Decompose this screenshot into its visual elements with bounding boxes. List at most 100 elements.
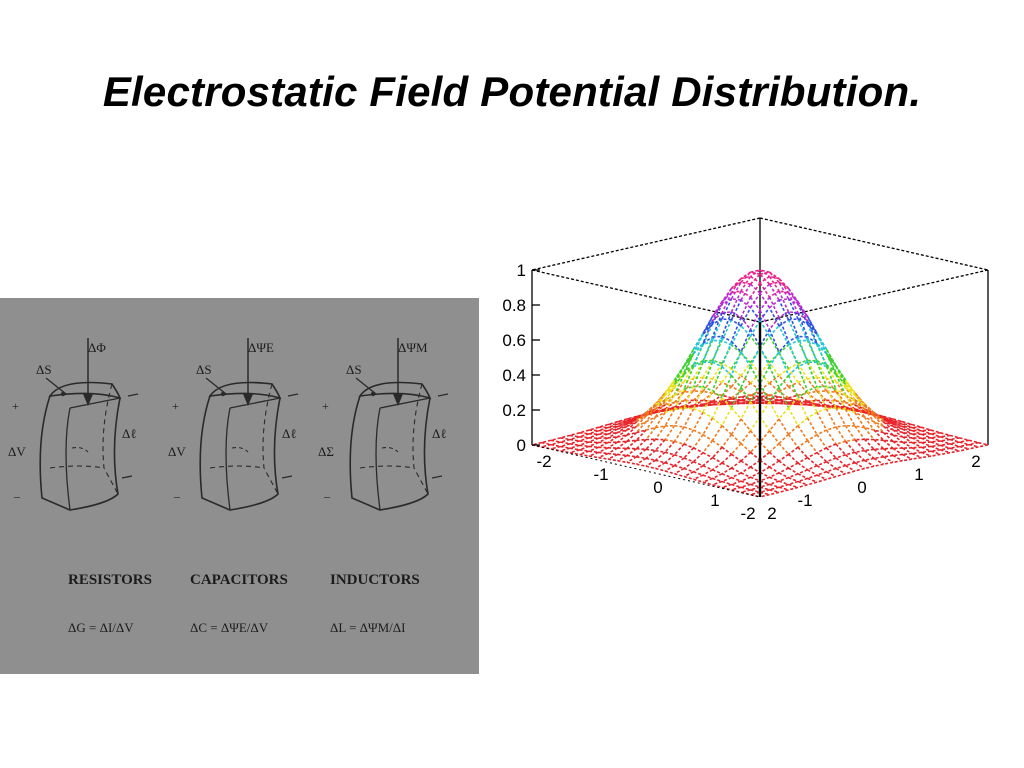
surface-segment bbox=[949, 441, 960, 445]
surface-segment bbox=[902, 453, 913, 460]
surface-segment bbox=[749, 335, 761, 350]
surface-segment bbox=[740, 335, 752, 354]
surface-segment bbox=[778, 290, 789, 294]
surface-segment bbox=[617, 440, 628, 443]
surface-segment bbox=[579, 449, 590, 452]
surface-segment bbox=[769, 399, 780, 403]
surface-segment bbox=[778, 299, 790, 321]
surface-segment bbox=[702, 464, 713, 471]
surface-segment bbox=[749, 307, 761, 321]
surface-segment bbox=[892, 425, 903, 434]
flux-arrowhead bbox=[393, 394, 403, 406]
surface-segment bbox=[683, 447, 695, 459]
surface-segment bbox=[911, 441, 922, 449]
surface-segment bbox=[816, 434, 828, 449]
surface-segment bbox=[902, 458, 913, 462]
surface-segment bbox=[902, 425, 913, 432]
surface-segment bbox=[730, 407, 742, 420]
surface-segment bbox=[645, 426, 656, 431]
surface-segment bbox=[883, 439, 894, 443]
surface-segment bbox=[617, 423, 628, 428]
surface-segment bbox=[664, 379, 676, 396]
surface-segment bbox=[797, 301, 809, 322]
surface-segment bbox=[759, 491, 770, 496]
cell-hidden-edge bbox=[412, 383, 429, 495]
surface-segment bbox=[759, 451, 771, 461]
surface-segment bbox=[930, 441, 941, 447]
surface-segment bbox=[835, 440, 846, 445]
surface-segment bbox=[636, 438, 647, 442]
surface-segment bbox=[769, 489, 780, 494]
surface-segment bbox=[759, 372, 771, 384]
surface-segment bbox=[788, 362, 799, 370]
minus-sign: – bbox=[173, 489, 181, 503]
element-formula-2: ΔL = ΔΨM/ΔI bbox=[330, 620, 405, 635]
surface-segment bbox=[550, 441, 561, 446]
surface-segment bbox=[711, 312, 723, 322]
surface-segment bbox=[664, 451, 675, 456]
surface-segment bbox=[778, 418, 790, 435]
surface-segment bbox=[683, 461, 694, 470]
surface-segment bbox=[607, 441, 618, 449]
surface-segment bbox=[750, 466, 761, 474]
surface-segment bbox=[759, 392, 770, 396]
surface-segment bbox=[683, 429, 695, 445]
surface-segment bbox=[654, 425, 666, 440]
surface-segment bbox=[702, 399, 713, 403]
surface-segment bbox=[778, 486, 789, 491]
surface-segment bbox=[674, 464, 685, 470]
surface-segment bbox=[845, 464, 856, 472]
surface-segment bbox=[683, 366, 695, 390]
surface-segment bbox=[731, 396, 742, 400]
surface-segment bbox=[702, 417, 714, 436]
surface-segment bbox=[854, 411, 865, 418]
surface-segment bbox=[674, 472, 685, 478]
surface-segment bbox=[788, 398, 799, 402]
surface-segment bbox=[655, 408, 666, 413]
surface-segment bbox=[721, 467, 732, 475]
surface-segment bbox=[930, 433, 941, 438]
surface-segment bbox=[864, 465, 875, 470]
surface-segment bbox=[797, 318, 809, 341]
surface-segment bbox=[825, 386, 837, 409]
surface-segment bbox=[797, 397, 809, 419]
surface-segment bbox=[721, 433, 733, 448]
surface-segment bbox=[730, 387, 742, 409]
surface-segment bbox=[721, 397, 732, 404]
surface-segment bbox=[911, 426, 922, 432]
surface-segment bbox=[778, 407, 790, 420]
surface-segment bbox=[863, 408, 875, 423]
surface-segment bbox=[778, 442, 790, 455]
surface-segment bbox=[749, 292, 761, 309]
surface-segment bbox=[740, 307, 752, 327]
surface-segment bbox=[892, 429, 903, 434]
surface-segment bbox=[787, 298, 799, 320]
surface-segment bbox=[759, 395, 770, 401]
surface-segment bbox=[768, 283, 780, 301]
surface-segment bbox=[778, 433, 790, 445]
surface-segment bbox=[749, 451, 761, 461]
surface-segment bbox=[807, 434, 818, 442]
surface-segment bbox=[921, 446, 932, 452]
surface-segment bbox=[664, 406, 675, 410]
surface-segment bbox=[940, 434, 951, 438]
surface-segment bbox=[560, 447, 571, 452]
surface-segment bbox=[626, 415, 637, 420]
surface-segment bbox=[740, 374, 751, 384]
surface-segment bbox=[816, 386, 828, 410]
surface-segment bbox=[607, 431, 618, 439]
surface-segment bbox=[759, 329, 771, 347]
surface-segment bbox=[816, 377, 828, 392]
surface-segment bbox=[759, 441, 771, 453]
surface-segment bbox=[607, 425, 618, 432]
surface-segment bbox=[693, 471, 704, 476]
surface-segment bbox=[835, 388, 846, 396]
surface-segment bbox=[768, 387, 780, 403]
length-tick-top bbox=[127, 393, 139, 397]
surface-segment bbox=[569, 434, 580, 438]
surface-segment bbox=[702, 400, 713, 406]
surface-segment bbox=[816, 342, 828, 355]
surface-segment bbox=[569, 438, 580, 442]
surface-segment bbox=[930, 437, 941, 442]
surface-segment bbox=[911, 423, 922, 429]
